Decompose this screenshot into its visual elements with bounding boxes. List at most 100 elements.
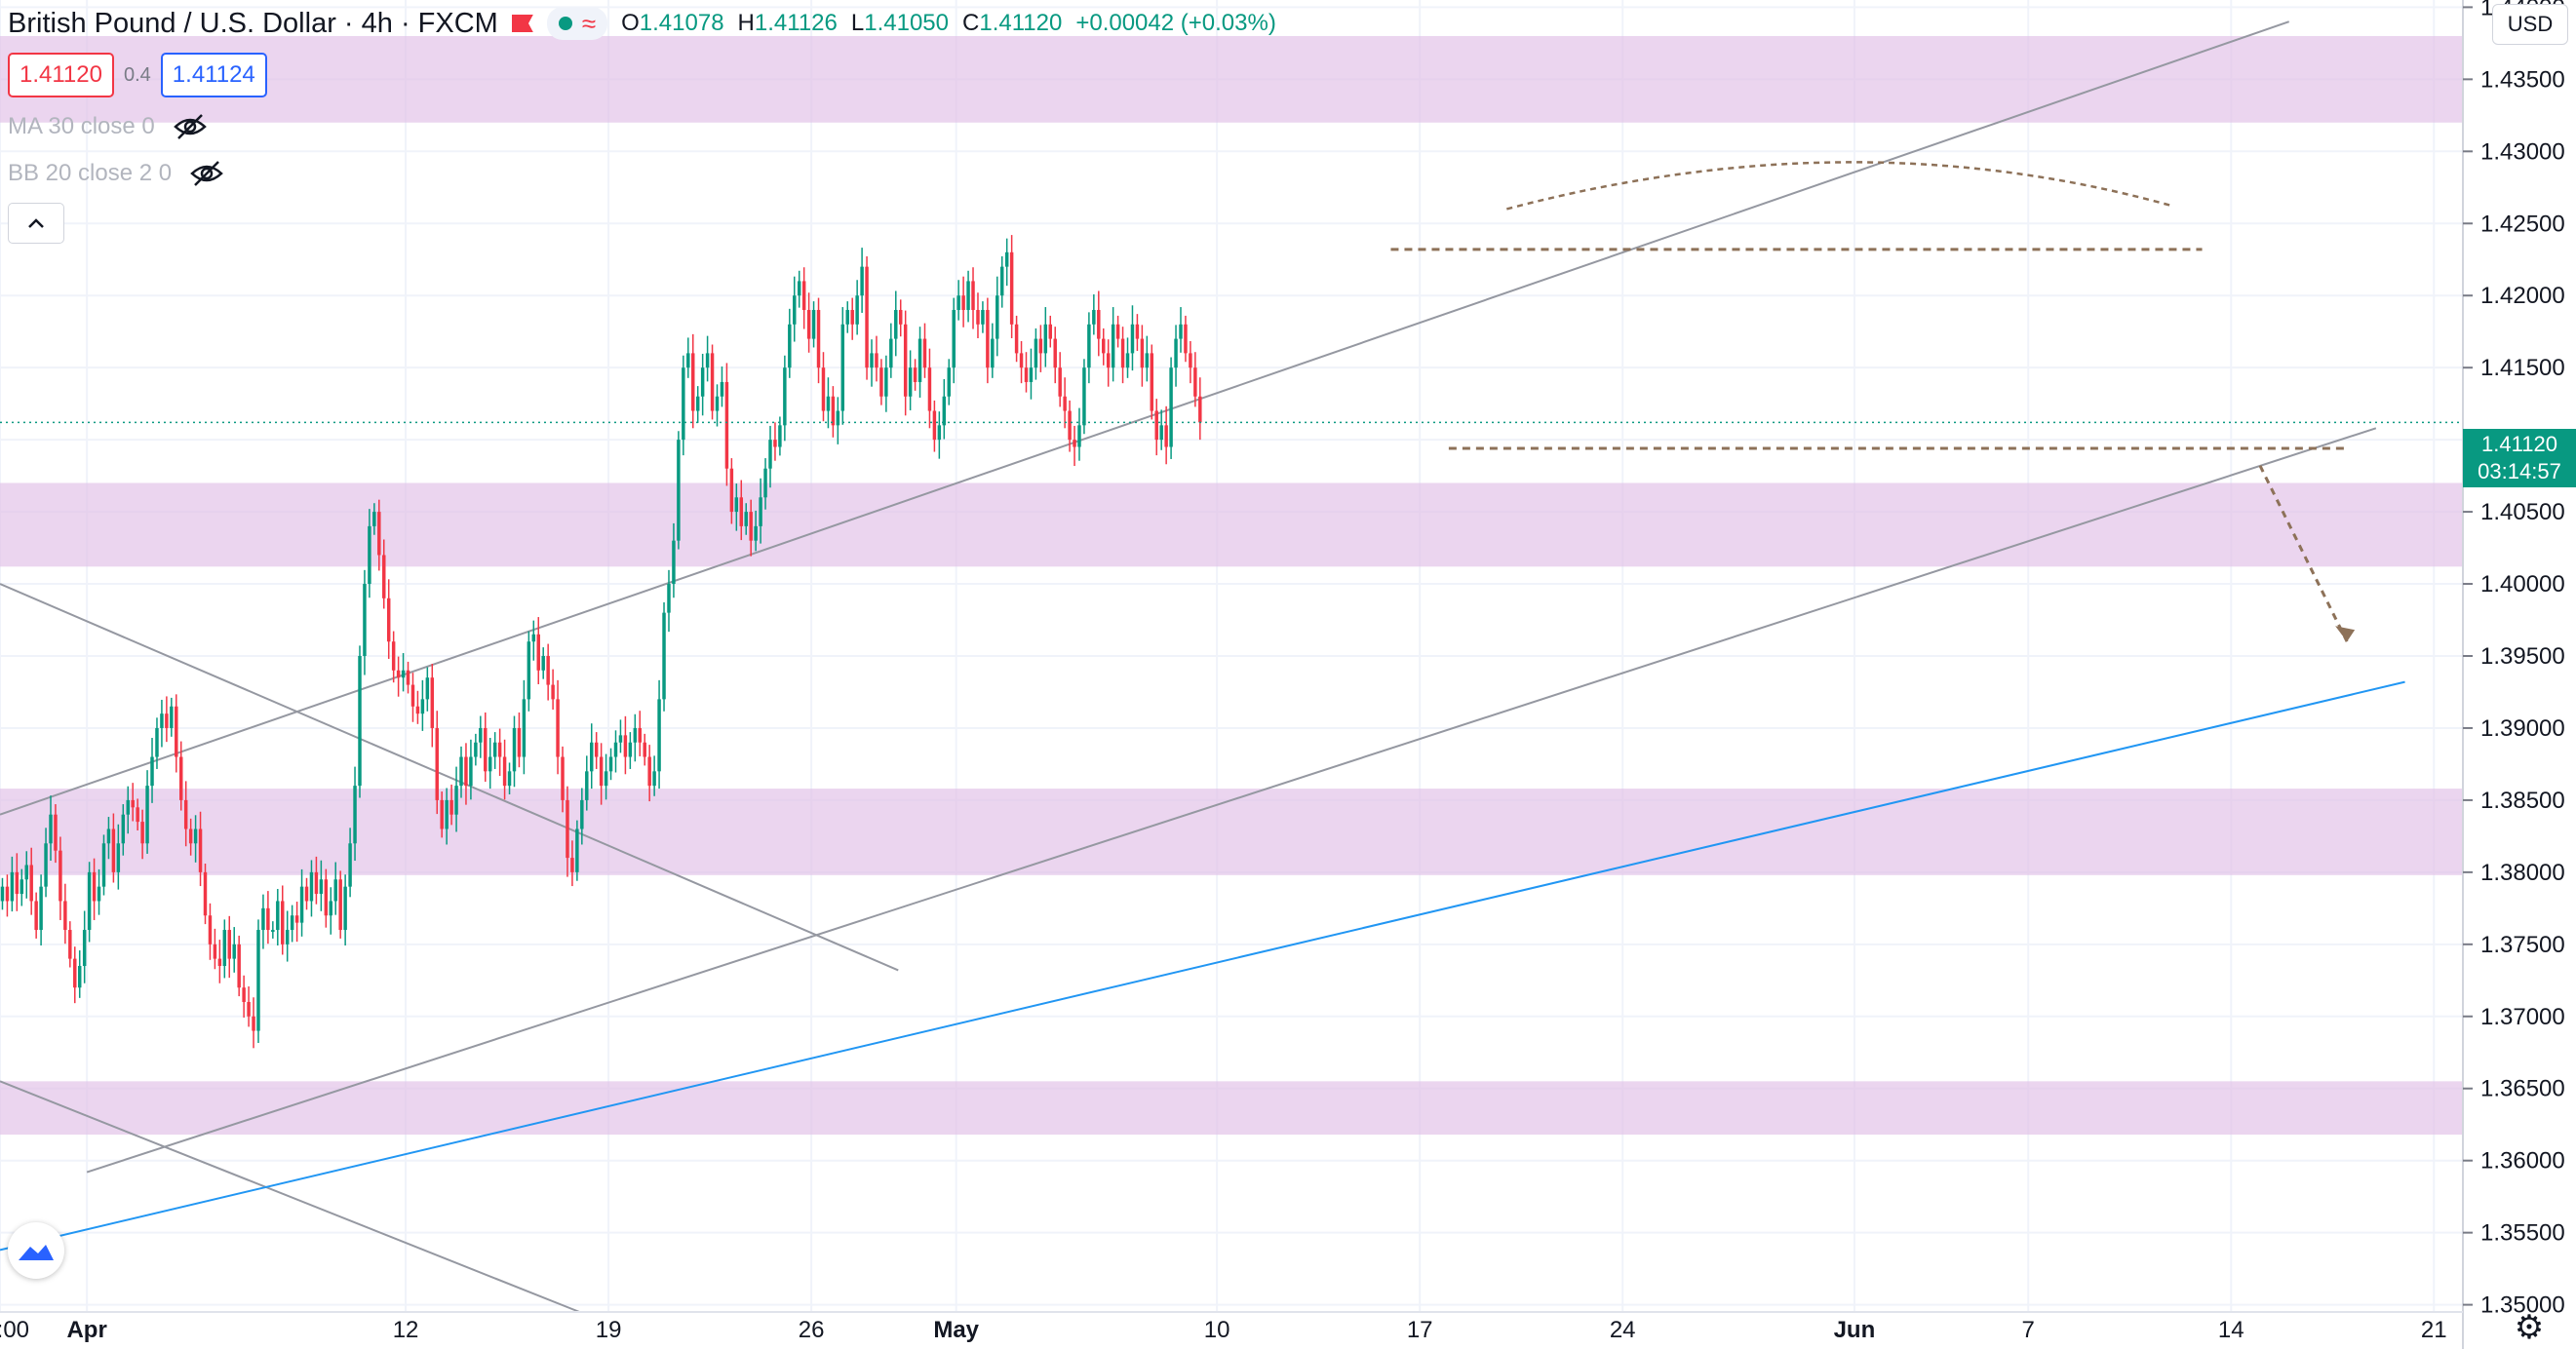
time-tick-label: 17 xyxy=(1407,1317,1433,1343)
support-resistance-zone xyxy=(0,482,2463,567)
time-tick-label: May xyxy=(933,1317,979,1343)
candle-body xyxy=(386,597,391,642)
price-tick-label: 1.37000 xyxy=(2480,1004,2565,1030)
buy-button[interactable]: 1.41124 xyxy=(160,53,267,97)
candle-body xyxy=(203,871,208,916)
change-value: +0.00042 (+0.03%) xyxy=(1075,10,1276,36)
candle-body xyxy=(754,525,758,541)
candle-body xyxy=(15,871,20,895)
flag-icon[interactable] xyxy=(511,15,533,32)
ohlc-readout: O1.41078 H1.41126 L1.41050 C1.41120 +0.0… xyxy=(621,10,1276,37)
candle-body xyxy=(608,756,613,772)
tradingview-logo-icon[interactable] xyxy=(8,1222,64,1279)
candle-body xyxy=(531,634,536,642)
candle-body xyxy=(1053,338,1057,368)
candle-body xyxy=(1082,367,1086,426)
candle-body xyxy=(5,886,10,902)
candle-body xyxy=(604,771,608,787)
candle-body xyxy=(1000,266,1004,296)
indicator-bb[interactable]: BB 20 close 2 0 xyxy=(8,160,224,187)
last-price-tag: 1.41120 03:14:57 xyxy=(2463,429,2576,487)
candle-body xyxy=(29,865,33,902)
candle-body xyxy=(175,706,178,757)
candle-body xyxy=(101,843,106,887)
time-tick-label: 00:00 xyxy=(0,1317,29,1343)
eye-hidden-icon[interactable] xyxy=(173,113,208,140)
candle-body xyxy=(54,814,58,851)
candle-body xyxy=(396,670,401,678)
candle-body xyxy=(165,713,169,728)
candle-body xyxy=(961,295,965,311)
eye-hidden-icon[interactable] xyxy=(189,160,224,187)
candle-body xyxy=(546,656,550,685)
candle-body xyxy=(348,843,352,887)
candle-body xyxy=(705,353,710,368)
candle-body xyxy=(971,281,975,311)
market-status[interactable]: ≈ xyxy=(546,7,608,40)
time-tick-label: Jun xyxy=(1834,1317,1876,1343)
candle-body xyxy=(488,756,492,772)
candle-body xyxy=(430,677,435,728)
candle-body xyxy=(39,886,43,931)
candle-body xyxy=(1179,324,1183,339)
candle-body xyxy=(691,353,695,411)
candle-body xyxy=(773,440,777,447)
candle-body xyxy=(1019,353,1024,368)
candle-body xyxy=(908,367,913,397)
candle-body xyxy=(299,886,304,923)
candle-body xyxy=(816,310,821,368)
candle-body xyxy=(77,966,82,988)
price-tick-label: 1.42000 xyxy=(2480,283,2565,309)
chart-header: British Pound / U.S. Dollar · 4h · FXCM … xyxy=(0,0,1276,47)
candle-body xyxy=(116,843,121,872)
candle-body xyxy=(232,944,236,959)
candle-body xyxy=(338,879,342,931)
time-tick-label: 7 xyxy=(2022,1317,2035,1343)
candle-body xyxy=(484,727,488,772)
candle-body xyxy=(179,756,183,800)
candle-body xyxy=(1140,338,1145,368)
candle-body xyxy=(836,410,840,426)
currency-button[interactable]: USD xyxy=(2492,4,2568,45)
candle-body xyxy=(966,281,970,311)
price-tick-label: 1.40000 xyxy=(2480,571,2565,597)
candle-body xyxy=(643,742,646,757)
candle-body xyxy=(715,396,720,411)
settings-gear-icon[interactable]: ⚙ xyxy=(2514,1309,2545,1346)
candle-body xyxy=(638,727,642,743)
candle-body xyxy=(541,656,545,671)
candle-body xyxy=(657,699,661,772)
candle-body xyxy=(724,381,729,469)
candle-body xyxy=(986,310,990,368)
candle-body xyxy=(1004,251,1009,267)
candle-body xyxy=(1125,353,1130,368)
candle-body xyxy=(183,799,188,829)
symbol-title[interactable]: British Pound / U.S. Dollar · 4h · FXCM xyxy=(8,7,498,39)
candle-body xyxy=(942,396,947,426)
candle-body xyxy=(917,338,922,382)
candle-body xyxy=(956,295,960,311)
candle-body xyxy=(1014,324,1019,354)
candle-body xyxy=(217,958,222,967)
low-value: 1.41050 xyxy=(864,10,949,36)
candle-body xyxy=(850,310,854,325)
candle-body xyxy=(454,786,458,815)
candle-body xyxy=(801,281,806,311)
candle-body xyxy=(44,843,48,887)
market-open-dot-icon xyxy=(558,17,572,30)
candle-body xyxy=(266,907,270,931)
candle-body xyxy=(947,367,951,397)
candle-body xyxy=(522,699,527,757)
candle-body xyxy=(20,879,24,895)
candle-body xyxy=(271,930,275,933)
candle-body xyxy=(213,944,217,959)
sell-button[interactable]: 1.41120 xyxy=(8,53,114,97)
price-tick-label: 1.35000 xyxy=(2480,1292,2565,1319)
collapse-legend-button[interactable] xyxy=(8,203,64,244)
candle-body xyxy=(150,756,154,787)
candle-body xyxy=(1193,367,1197,397)
indicator-ma[interactable]: MA 30 close 0 xyxy=(8,113,208,140)
quote-row: 1.41120 0.4 1.41124 xyxy=(8,53,267,97)
trend-line-channel-upper xyxy=(0,20,2290,816)
